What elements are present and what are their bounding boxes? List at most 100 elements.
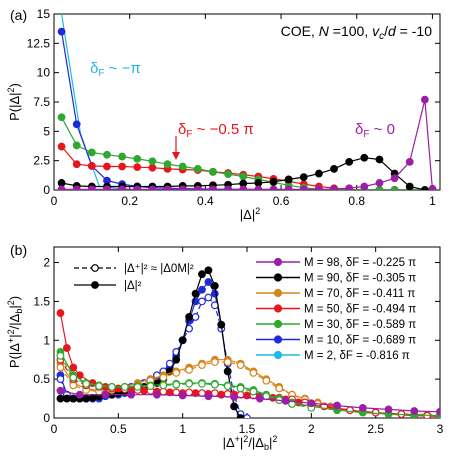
data-point-b-8 bbox=[249, 387, 258, 396]
y-tick-label-a: 7.5 bbox=[33, 95, 50, 109]
data-point-a-5 bbox=[133, 185, 142, 190]
data-point-b-2 bbox=[236, 414, 245, 418]
data-point-a-3 bbox=[193, 164, 202, 173]
data-point-b-4 bbox=[69, 381, 78, 390]
x-tick-label-b: 0.5 bbox=[110, 422, 127, 436]
data-point-b-0 bbox=[198, 285, 206, 294]
data-point-b-4 bbox=[210, 358, 219, 366]
panel-a-series bbox=[57, 14, 437, 190]
data-point-a-3 bbox=[178, 162, 187, 171]
legend-label: M = 98, δF = -0.225 π bbox=[304, 257, 416, 269]
data-point-a-3 bbox=[57, 113, 66, 122]
data-point-a-2 bbox=[148, 163, 157, 172]
legend-label: M = 50, δF = -0.494 π bbox=[304, 304, 416, 316]
data-point-b-9 bbox=[255, 394, 264, 403]
data-point-a-2 bbox=[57, 142, 66, 151]
data-point-a-3 bbox=[87, 148, 96, 157]
y-tick-label-a: 15 bbox=[37, 7, 51, 21]
x-tick-label-b: 0 bbox=[51, 422, 58, 436]
x-tick-label-a: 0.2 bbox=[121, 194, 138, 208]
data-point-a-1 bbox=[72, 120, 81, 129]
data-point-b-2 bbox=[82, 394, 91, 403]
data-point-a-5 bbox=[239, 185, 248, 190]
data-point-b-8 bbox=[236, 384, 245, 393]
data-point-b-2 bbox=[185, 313, 194, 321]
panel-b-xlabel: |Δ+|2/|Δb|2 bbox=[223, 434, 278, 452]
data-point-b-8 bbox=[159, 381, 168, 390]
data-point-b-6 bbox=[210, 389, 219, 398]
data-point-b-9 bbox=[410, 407, 419, 415]
data-point-b-6 bbox=[159, 387, 168, 396]
data-point-b-2 bbox=[178, 336, 187, 345]
data-point-a-4 bbox=[269, 177, 278, 186]
data-point-b-2 bbox=[69, 394, 78, 403]
legend-marker bbox=[273, 288, 283, 298]
data-point-a-4 bbox=[299, 173, 308, 181]
data-point-a-5 bbox=[330, 185, 338, 190]
legend-label: M = 10, δF = -0.689 π bbox=[304, 335, 416, 347]
data-point-b-6 bbox=[371, 408, 380, 417]
data-point-a-5 bbox=[72, 185, 81, 190]
data-point-a-2 bbox=[118, 162, 127, 171]
legend-marker bbox=[273, 350, 283, 360]
panel-b-ylabel: P(|Δ+|2/|Δb|2) bbox=[6, 296, 24, 368]
series-line-a-0 bbox=[61, 14, 433, 190]
data-point-b-9 bbox=[436, 407, 440, 416]
x-tick-label-a: 1 bbox=[429, 194, 436, 208]
data-point-a-5 bbox=[315, 185, 323, 190]
data-point-b-8 bbox=[223, 382, 232, 391]
data-point-b-8 bbox=[146, 382, 155, 391]
data-point-a-4 bbox=[360, 153, 369, 162]
data-point-a-5 bbox=[57, 185, 66, 190]
data-point-a-4 bbox=[405, 182, 414, 190]
data-point-b-0 bbox=[204, 278, 213, 286]
annotation-half-pi-arrowhead bbox=[172, 152, 180, 160]
x-tick-label-b: 2 bbox=[308, 422, 315, 436]
data-point-a-5 bbox=[420, 95, 429, 104]
data-point-b-9 bbox=[230, 393, 239, 401]
legend-marker bbox=[273, 319, 283, 329]
data-point-a-3 bbox=[239, 172, 248, 181]
data-point-b-5 bbox=[62, 344, 71, 352]
panel-a-ylabel: P(|Δ|2) bbox=[6, 83, 22, 121]
data-point-b-9 bbox=[127, 390, 136, 399]
data-point-a-3 bbox=[163, 160, 172, 169]
data-point-b-9 bbox=[333, 401, 341, 410]
data-point-b-9 bbox=[358, 403, 367, 412]
panel-b-series bbox=[56, 266, 440, 418]
data-point-b-4 bbox=[172, 369, 181, 377]
panel-a-xlabel: |Δ|2 bbox=[240, 206, 260, 222]
data-point-a-5 bbox=[284, 185, 293, 190]
data-point-b-8 bbox=[120, 383, 129, 391]
style-legend-marker bbox=[91, 281, 99, 289]
data-point-b-8 bbox=[107, 383, 116, 391]
data-point-a-3 bbox=[118, 152, 127, 161]
legend-label: M = 90, δF = -0.305 π bbox=[304, 273, 416, 285]
data-point-b-2 bbox=[230, 402, 239, 411]
data-point-a-3 bbox=[133, 155, 142, 163]
data-point-b-2 bbox=[223, 367, 232, 376]
data-point-b-8 bbox=[56, 351, 65, 360]
y-tick-label-b: 1 bbox=[43, 333, 50, 347]
panel-b: 0 0.5 1 1.5 2 2.5 3 0 0.5 1 1.5 2 (b) |Δ⁺|² ≈ |Δ0M|… bbox=[6, 242, 444, 452]
y-tick-label-a: 10 bbox=[37, 66, 51, 80]
data-point-a-4 bbox=[375, 155, 384, 164]
data-point-b-0 bbox=[210, 289, 219, 298]
y-tick-label-b: 0 bbox=[43, 411, 50, 425]
data-point-a-5 bbox=[148, 185, 157, 190]
data-point-b-4 bbox=[223, 358, 232, 366]
data-point-b-9 bbox=[281, 397, 290, 405]
style-legend-label: |Δ⁺|² ≈ |Δ0M|² bbox=[124, 263, 194, 275]
data-point-a-5 bbox=[428, 184, 437, 190]
panel-b-label: (b) bbox=[10, 242, 27, 258]
data-point-a-5 bbox=[224, 185, 232, 190]
data-point-b-1 bbox=[198, 297, 206, 306]
data-point-a-3 bbox=[103, 150, 111, 159]
data-point-a-1 bbox=[57, 27, 66, 36]
data-point-a-5 bbox=[163, 185, 172, 190]
legend-marker bbox=[273, 335, 283, 344]
data-point-a-4 bbox=[284, 175, 293, 184]
data-point-a-3 bbox=[148, 157, 157, 166]
data-point-b-2 bbox=[172, 355, 181, 364]
